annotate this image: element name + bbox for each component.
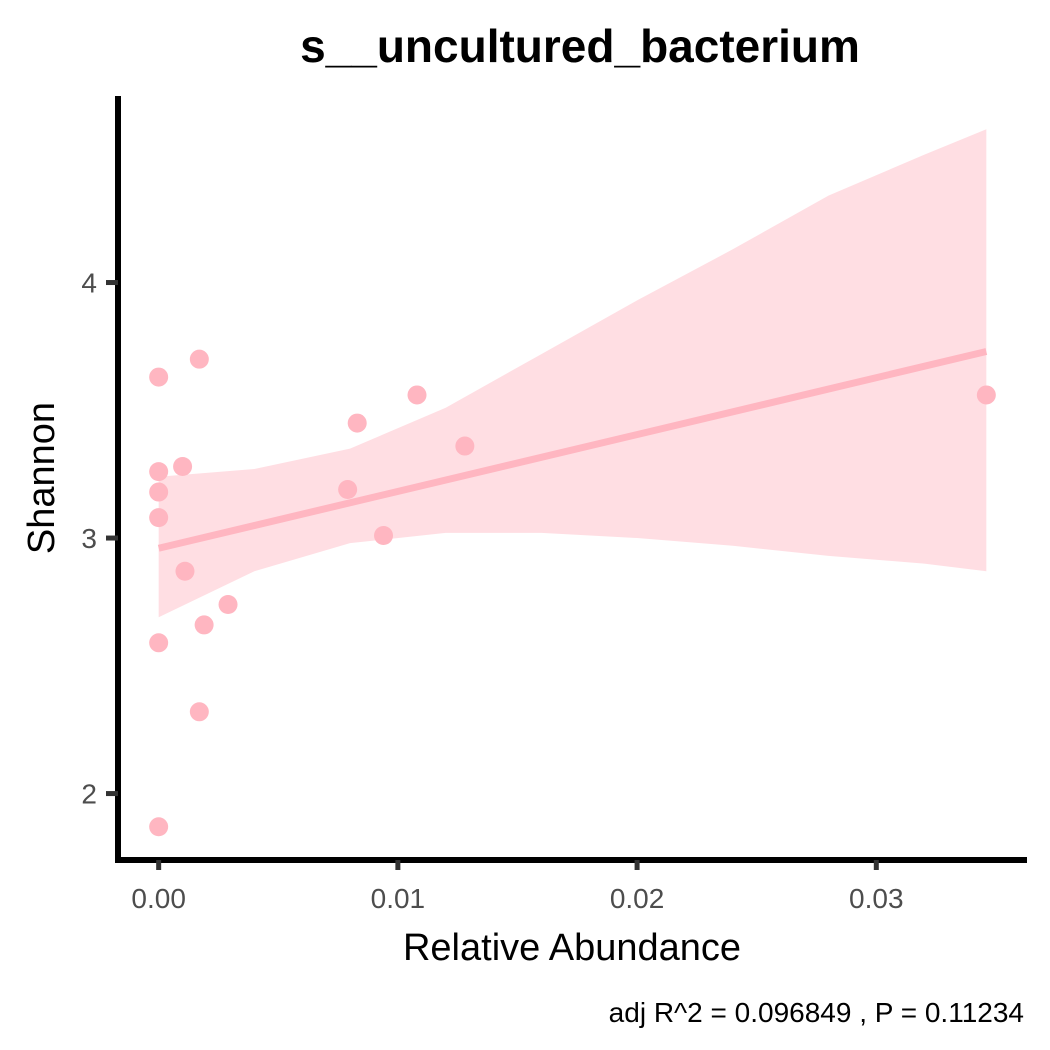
data-point-9 [189, 702, 209, 722]
y-tick-label-1: 2 [81, 779, 97, 810]
data-point-14 [347, 413, 367, 433]
data-point-16 [407, 385, 427, 405]
data-point-3 [149, 508, 169, 528]
y-tick-label-3: 4 [81, 268, 97, 299]
y-axis-ticks: 2 3 4 [81, 268, 118, 810]
data-point-15 [374, 525, 394, 545]
x-tick-label-2: 0.01 [371, 883, 426, 914]
x-tick-label-4: 0.03 [849, 883, 904, 914]
x-axis-ticks: 0.00 0.01 0.02 0.03 [131, 860, 904, 914]
data-point-17 [455, 436, 475, 456]
data-point-12 [218, 594, 238, 614]
chart-title: s__uncultured_bacterium [300, 20, 860, 72]
x-axis-label: Relative Abundance [403, 927, 741, 969]
y-tick-label-2: 3 [81, 523, 97, 554]
regression-line [157, 348, 988, 552]
data-points [149, 349, 996, 837]
data-point-5 [149, 462, 169, 482]
y-axis-label: Shannon [21, 402, 63, 554]
plot-area [149, 129, 996, 837]
regression-caption: adj R^2 = 0.096849 , P = 0.11234 [609, 997, 1024, 1028]
data-point-18 [976, 385, 996, 405]
data-point-13 [338, 479, 358, 499]
data-point-11 [194, 615, 214, 635]
data-point-8 [175, 561, 195, 581]
confidence-band [158, 129, 987, 618]
data-point-7 [173, 457, 193, 477]
data-point-1 [149, 817, 169, 837]
data-point-2 [149, 633, 169, 653]
x-tick-label-1: 0.00 [131, 883, 186, 914]
data-point-10 [189, 349, 209, 369]
data-point-6 [149, 367, 169, 387]
x-tick-label-3: 0.02 [610, 883, 665, 914]
data-point-4 [149, 482, 169, 502]
